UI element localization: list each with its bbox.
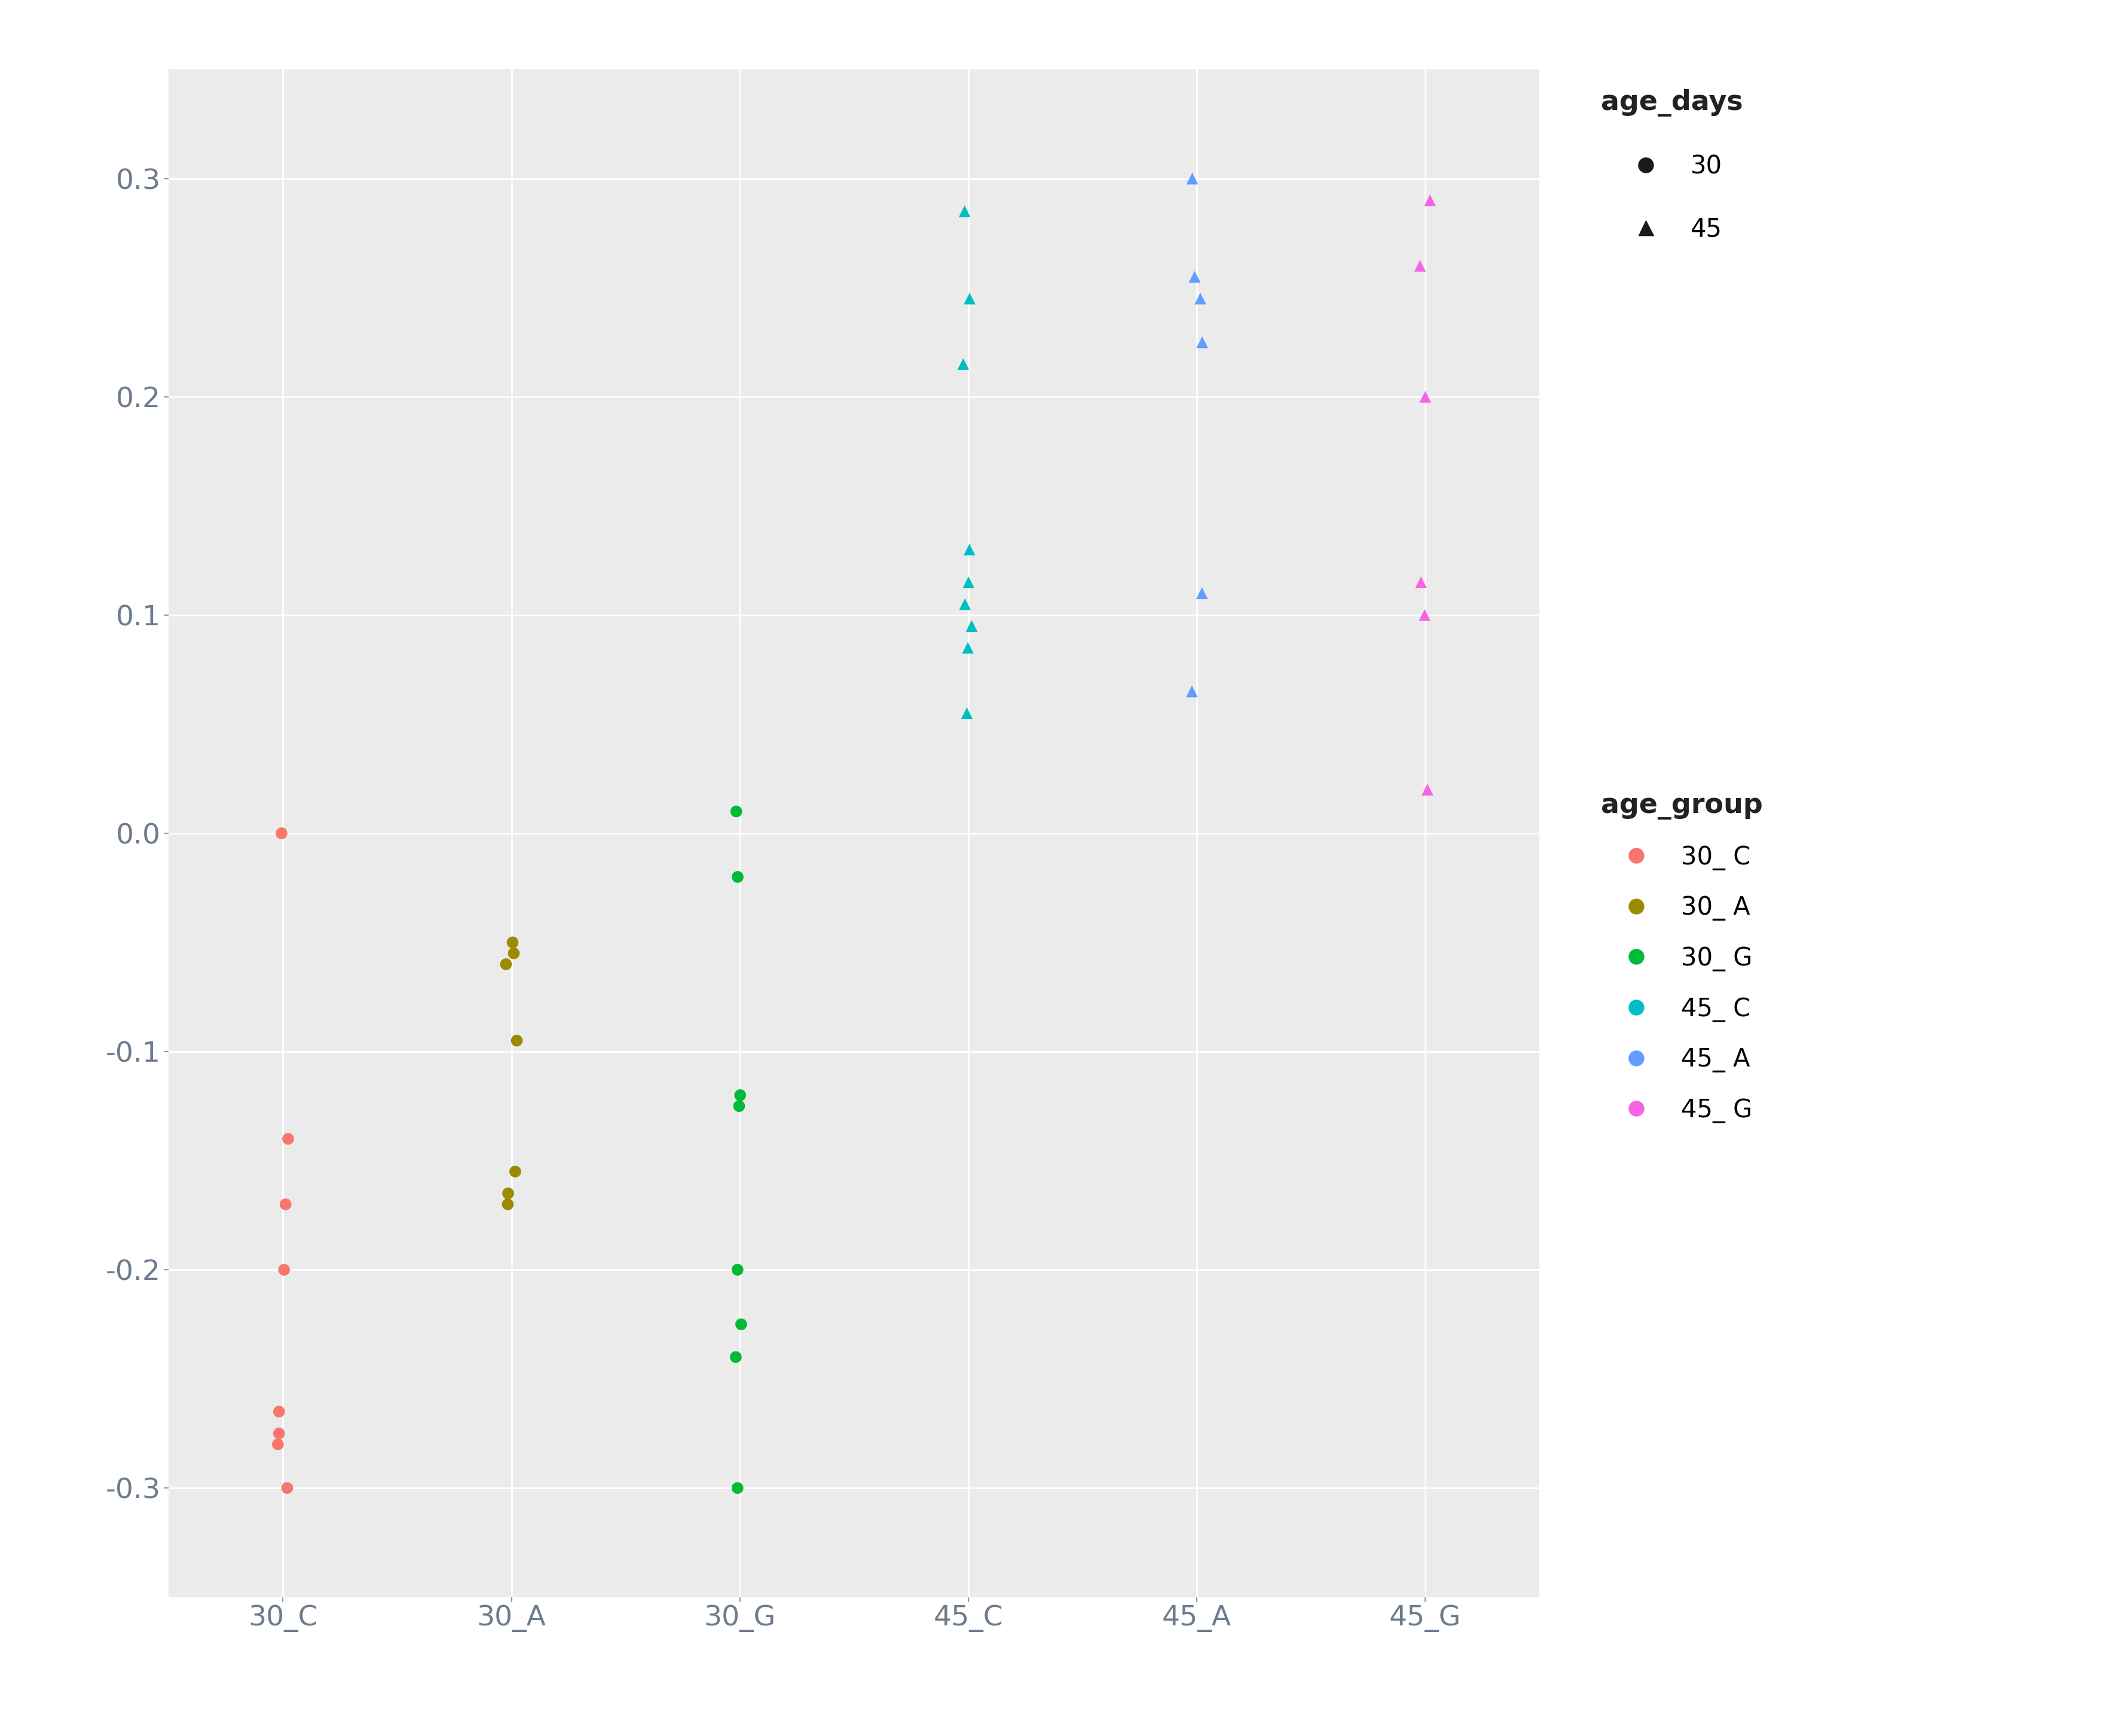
- Point: [1409, 601, 1443, 628]
- Point: [1183, 285, 1217, 312]
- Point: [498, 1158, 531, 1186]
- Point: [719, 1344, 753, 1371]
- Point: [719, 797, 753, 825]
- Point: [489, 950, 523, 977]
- Legend: 30_ C, 30_ A, 30_ G, 45_ C, 45_ A, 45_ G: 30_ C, 30_ A, 30_ G, 45_ C, 45_ A, 45_ G: [1592, 785, 1769, 1130]
- Point: [262, 1430, 295, 1458]
- Point: [1402, 252, 1436, 279]
- Point: [953, 285, 987, 312]
- Point: [953, 536, 987, 564]
- Point: [1409, 384, 1443, 411]
- Point: [721, 863, 755, 891]
- Point: [951, 634, 985, 661]
- Point: [496, 929, 529, 957]
- Point: [721, 1255, 755, 1283]
- Point: [947, 198, 981, 226]
- Point: [721, 1092, 755, 1120]
- Point: [491, 1191, 525, 1219]
- Point: [1185, 580, 1219, 608]
- Point: [1411, 776, 1445, 804]
- Point: [262, 1420, 295, 1448]
- Point: [947, 351, 981, 378]
- Point: [272, 1125, 306, 1153]
- Point: [723, 1311, 757, 1338]
- Point: [264, 819, 297, 847]
- Point: [1177, 262, 1211, 290]
- Point: [949, 700, 983, 727]
- Point: [1175, 677, 1208, 705]
- Point: [723, 1082, 757, 1109]
- Point: [262, 1397, 295, 1425]
- Point: [268, 1255, 302, 1283]
- Point: [498, 939, 531, 967]
- Point: [500, 1026, 534, 1054]
- Point: [1175, 165, 1208, 193]
- Point: [951, 568, 985, 595]
- Point: [491, 1179, 525, 1207]
- Point: [721, 1474, 755, 1502]
- Point: [1185, 328, 1219, 356]
- Point: [268, 1191, 302, 1219]
- Point: [270, 1474, 304, 1502]
- Point: [955, 613, 989, 641]
- Point: [949, 590, 983, 618]
- Point: [1413, 186, 1447, 214]
- Point: [1405, 568, 1438, 595]
